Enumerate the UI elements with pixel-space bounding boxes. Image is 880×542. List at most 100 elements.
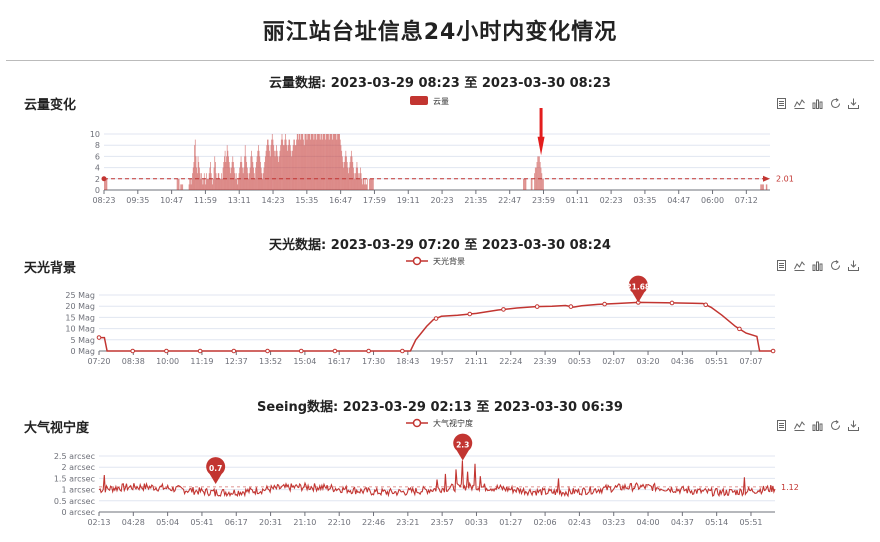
cloud-bar: [523, 178, 525, 190]
cloud-chart: 0 2 4 6 8 10 08:23 09:35 10:47 11:59 13:11 14:23 15:…: [90, 96, 794, 205]
cloud-bar: [271, 139, 272, 190]
cloud-bar: [208, 173, 210, 190]
x-tick-label: 03:35: [633, 196, 656, 205]
cloud-bar: [330, 134, 331, 190]
cloud-bar: [524, 178, 526, 190]
x-tick-label: 11:59: [194, 196, 217, 205]
cloud-bar: [312, 134, 313, 190]
cloud-bar: [535, 167, 537, 190]
bar-chart-icon[interactable]: [812, 260, 823, 271]
cloud-bar: [239, 162, 241, 190]
cloud-bar: [333, 134, 335, 190]
cloud-bar: [305, 134, 307, 190]
cloud-bar: [248, 178, 250, 190]
restore-icon[interactable]: [830, 260, 841, 271]
data-view-icon[interactable]: [776, 420, 787, 431]
x-tick-label: 11:19: [190, 357, 213, 366]
data-view-icon[interactable]: [776, 260, 787, 271]
seeing-line: [98, 460, 776, 498]
cloud-bar: [761, 184, 763, 190]
cloud-bar: [364, 184, 365, 190]
cloud-bar: [313, 139, 315, 190]
cloud-bar: [276, 150, 278, 190]
cloud-bar: [201, 178, 203, 190]
cloud-bar: [332, 139, 334, 190]
cloud-bar: [334, 134, 336, 190]
cloud-chart-title: 云量数据: 2023-03-29 08:23 至 2023-03-30 08:2…: [269, 76, 611, 91]
cloud-bar: [361, 178, 363, 190]
x-tick-label: 04:37: [671, 518, 694, 527]
x-tick-label: 13:52: [259, 357, 282, 366]
sky-point: [197, 348, 203, 354]
cloud-bar: [302, 134, 304, 190]
cloud-bar: [760, 184, 762, 190]
save-image-icon[interactable]: [848, 420, 859, 431]
y-tick-label: 15 Mag: [65, 313, 95, 322]
line-chart-icon[interactable]: [794, 420, 805, 431]
cloud-bar: [202, 184, 204, 190]
sky-point: [130, 348, 136, 354]
line-chart-icon[interactable]: [794, 260, 805, 271]
restore-icon[interactable]: [830, 98, 841, 109]
legend-marker: [412, 256, 422, 266]
cloud-bar: [344, 162, 345, 190]
save-image-icon[interactable]: [848, 98, 859, 109]
cloud-bar: [305, 134, 306, 190]
cloud-bar: [255, 167, 257, 190]
x-tick-label: 20:31: [259, 518, 282, 527]
x-tick-label: 23:21: [396, 518, 419, 527]
cloud-bar: [178, 178, 180, 190]
cloud-bar: [245, 156, 247, 190]
sky-chart: 0 Mag 5 Mag 10 Mag 15 Mag 20 Mag 25 Mag 07:20 0…: [65, 256, 776, 366]
cloud-bar: [300, 139, 302, 190]
cloud-bar: [285, 134, 286, 190]
cloud-bar: [264, 162, 266, 190]
y-tick-label: 0: [95, 186, 100, 195]
cloud-bar: [534, 167, 536, 190]
cloud-bar: [190, 184, 192, 190]
cloud-bar: [287, 150, 288, 190]
cloud-bar: [212, 178, 214, 190]
max-pin: [453, 433, 473, 461]
cloud-bar: [219, 178, 220, 190]
highlight-arrow: [537, 108, 545, 156]
data-view-icon[interactable]: [776, 98, 787, 109]
cloud-bar: [349, 162, 351, 190]
x-tick-label: 15:35: [295, 196, 318, 205]
x-tick-label: 17:30: [362, 357, 385, 366]
y-tick-label: 10: [90, 130, 100, 139]
cloud-bar: [370, 178, 372, 190]
x-tick-label: 21:35: [464, 196, 487, 205]
cloud-bar: [762, 184, 763, 190]
x-tick-label: 04:47: [667, 196, 690, 205]
x-tick-label: 09:35: [126, 196, 149, 205]
cloud-bar: [342, 162, 344, 190]
cloud-bar: [232, 156, 234, 190]
save-image-icon[interactable]: [848, 260, 859, 271]
avg-line-start: [101, 176, 107, 182]
cloud-bar: [369, 178, 371, 190]
cloud-bar: [538, 156, 539, 190]
x-tick-label: 22:46: [362, 518, 385, 527]
cloud-bar: [218, 173, 220, 190]
legend: 大气视宁度: [406, 418, 473, 428]
cloud-bar: [359, 167, 361, 190]
cloud-bar: [766, 184, 768, 190]
sky-point: [265, 348, 270, 354]
x-tick-label: 02:06: [534, 518, 557, 527]
line-chart-icon[interactable]: [794, 98, 805, 109]
cloud-bar: [263, 167, 265, 190]
cloud-bar: [192, 173, 193, 190]
bar-chart-icon[interactable]: [812, 98, 823, 109]
cloud-bar: [199, 173, 201, 190]
cloud-bar: [353, 167, 354, 190]
cloud-bar: [267, 139, 268, 190]
legend-swatch: [410, 96, 428, 105]
restore-icon[interactable]: [830, 420, 841, 431]
sky-point: [467, 311, 473, 317]
bar-chart-icon[interactable]: [812, 420, 823, 431]
cloud-bar: [341, 156, 343, 190]
cloud-bar: [355, 173, 356, 190]
cloud-bar: [217, 173, 219, 190]
cloud-bar: [525, 178, 527, 190]
